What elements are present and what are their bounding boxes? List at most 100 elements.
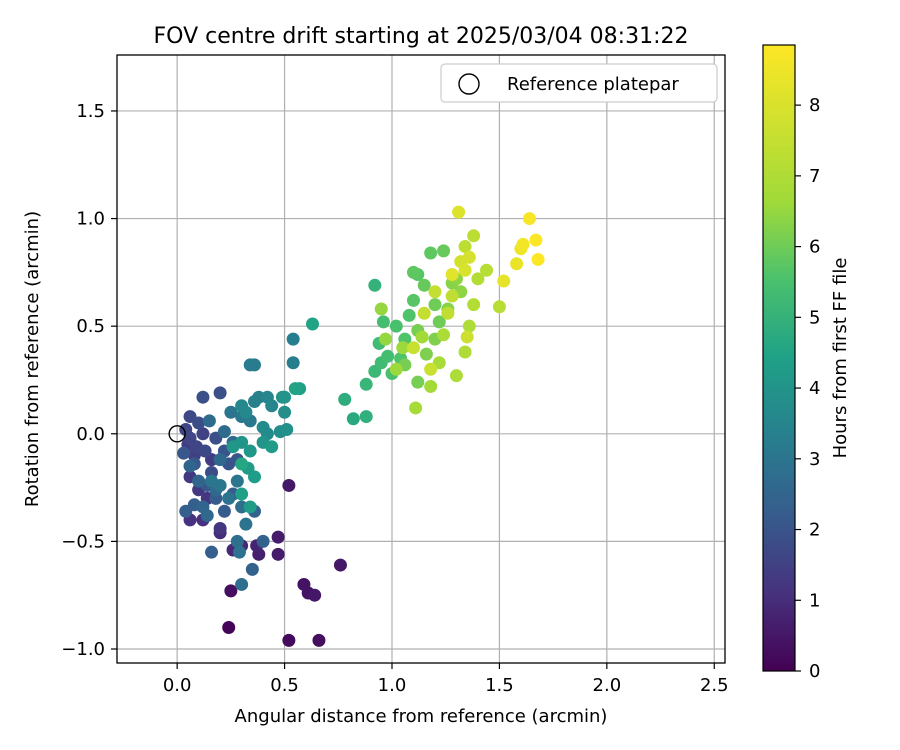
data-point xyxy=(245,562,259,576)
y-tick-label: 0.0 xyxy=(76,424,105,445)
data-point xyxy=(286,356,300,370)
data-point xyxy=(417,306,431,320)
data-point xyxy=(437,328,451,342)
data-point xyxy=(424,246,438,260)
data-point xyxy=(235,577,249,591)
data-point xyxy=(462,250,476,264)
data-point xyxy=(200,509,214,523)
data-point xyxy=(213,521,227,535)
data-point xyxy=(409,401,423,415)
colorbar-tick-label: 4 xyxy=(809,378,820,399)
data-point xyxy=(437,244,451,258)
data-point xyxy=(338,392,352,406)
data-point xyxy=(417,278,431,292)
data-point xyxy=(243,444,257,458)
data-point xyxy=(265,440,279,454)
data-point xyxy=(226,440,240,454)
colorbar-label: Hours from first FF file xyxy=(830,258,851,459)
data-point xyxy=(471,272,485,286)
data-point xyxy=(428,298,442,312)
colorbar-tick-label: 6 xyxy=(809,237,820,258)
x-axis-label: Angular distance from reference (arcmin) xyxy=(235,706,608,727)
legend-box xyxy=(440,63,718,103)
data-point xyxy=(280,422,294,436)
colorbar-tick-label: 7 xyxy=(809,166,820,187)
data-point xyxy=(462,319,476,333)
data-point xyxy=(230,534,244,548)
y-tick-label: −1.0 xyxy=(61,639,105,660)
data-point xyxy=(458,263,472,277)
data-point xyxy=(531,252,545,266)
data-point xyxy=(381,349,395,363)
data-point xyxy=(497,274,511,288)
data-point xyxy=(213,453,227,467)
data-point xyxy=(406,293,420,307)
y-tick-label: 0.5 xyxy=(76,316,105,337)
y-tick-label: −0.5 xyxy=(61,531,105,552)
data-point xyxy=(205,545,219,559)
y-axis-label: Rotation from reference (arcmin) xyxy=(22,211,43,507)
data-point xyxy=(333,558,347,572)
data-point xyxy=(402,308,416,322)
data-point xyxy=(458,240,472,254)
scatter-points xyxy=(177,205,545,647)
data-point xyxy=(346,412,360,426)
colorbar-tick-label: 8 xyxy=(809,95,820,116)
data-point xyxy=(288,382,302,396)
data-point xyxy=(419,347,433,361)
data-point xyxy=(286,332,300,346)
data-point xyxy=(243,500,257,514)
data-point xyxy=(232,545,246,559)
data-point xyxy=(217,504,231,518)
data-point xyxy=(467,298,481,312)
x-tick-label: 1.5 xyxy=(485,675,514,696)
data-point xyxy=(312,633,326,647)
data-point xyxy=(445,268,459,282)
data-point xyxy=(449,369,463,383)
data-point xyxy=(441,306,455,320)
x-tick-label: 1.0 xyxy=(378,675,407,696)
data-point xyxy=(458,345,472,359)
colorbar-tick-label: 0 xyxy=(809,661,820,682)
data-point xyxy=(265,399,279,413)
colorbar-tick-label: 3 xyxy=(809,449,820,470)
x-tick-label: 2.5 xyxy=(700,675,729,696)
x-tick-label: 0.0 xyxy=(163,675,192,696)
data-point xyxy=(271,547,285,561)
x-axis-ticks: 0.0 0.5 1.0 1.5 2.0 2.5 xyxy=(163,663,729,696)
data-point xyxy=(192,416,206,430)
data-point xyxy=(308,588,322,602)
data-point xyxy=(480,263,494,277)
x-tick-label: 0.5 xyxy=(270,675,299,696)
data-point xyxy=(278,390,292,404)
data-point xyxy=(389,362,403,376)
data-point xyxy=(389,319,403,333)
data-point xyxy=(467,229,481,243)
data-point xyxy=(247,470,261,484)
data-point xyxy=(196,390,210,404)
colorbar-tick-label: 2 xyxy=(809,520,820,541)
data-point xyxy=(510,257,524,271)
data-point xyxy=(415,330,429,344)
chart-title: FOV centre drift starting at 2025/03/04 … xyxy=(154,24,689,49)
y-tick-label: 1.0 xyxy=(76,209,105,230)
grid-lines xyxy=(117,55,725,663)
data-point xyxy=(428,285,442,299)
data-point xyxy=(432,315,446,329)
data-point xyxy=(522,212,536,226)
data-point xyxy=(492,300,506,314)
data-point xyxy=(183,459,197,473)
colorbar xyxy=(762,44,796,672)
data-point xyxy=(256,534,270,548)
colorbar-ticks: 0 1 2 3 4 5 6 7 8 xyxy=(795,95,820,682)
data-point xyxy=(516,237,530,251)
data-point xyxy=(368,278,382,292)
data-point xyxy=(376,315,390,329)
data-point xyxy=(239,517,253,531)
data-point xyxy=(222,491,236,505)
data-point xyxy=(411,375,425,389)
data-point xyxy=(239,405,253,419)
plot-frame xyxy=(116,54,726,664)
data-point xyxy=(424,362,438,376)
